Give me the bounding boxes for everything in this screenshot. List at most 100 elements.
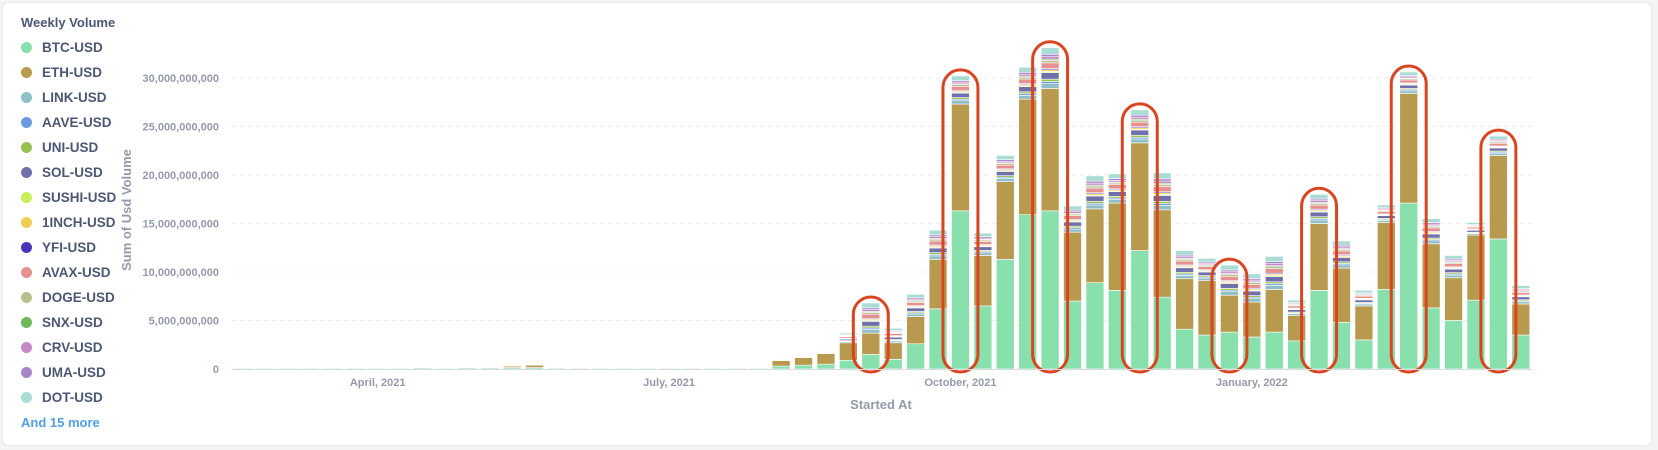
legend-item-yfi-usd[interactable]: YFI-USD <box>21 235 141 260</box>
legend-item-crv-usd[interactable]: CRV-USD <box>21 335 141 360</box>
bar-segment-dot-usd <box>1197 258 1217 263</box>
bar-segment-btc <box>1040 210 1060 370</box>
bar-segment-btc <box>1444 320 1463 370</box>
bar-segment-sol-usd <box>1444 268 1463 273</box>
legend-item-avax-usd[interactable]: AVAX-USD <box>21 260 141 285</box>
bar-week-19[interactable] <box>659 367 679 370</box>
x-tick-label: April, 2021 <box>350 377 406 389</box>
legend-item-sol-usd[interactable]: SOL-USD <box>21 160 141 185</box>
legend-label: UNI-USD <box>42 140 99 155</box>
bar-segment-dot-usd <box>592 367 612 369</box>
y-tick-label: 20,000,000,000 <box>143 170 219 182</box>
legend-item-eth-usd[interactable]: ETH-USD <box>21 60 141 85</box>
bar-week-8[interactable] <box>413 366 432 370</box>
bar-segment-dot-usd <box>704 367 724 369</box>
legend-item-uni-usd[interactable]: UNI-USD <box>21 135 141 160</box>
bar-week-28[interactable] <box>861 302 881 370</box>
bar-week-44[interactable] <box>1220 264 1239 370</box>
bar-week-15[interactable] <box>570 367 589 370</box>
bar-segment-dot-usd <box>1466 222 1486 225</box>
legend-item-uma-usd[interactable]: UMA-USD <box>21 360 141 385</box>
legend-dot <box>21 292 32 303</box>
y-tick-label: 0 <box>213 364 219 376</box>
bar-segment-dot-usd <box>839 332 858 335</box>
legend-items: BTC-USD ETH-USD LINK-USD AAVE-USD UNI-USD SOL… <box>21 35 141 410</box>
bar-week-18[interactable] <box>637 366 656 370</box>
bar-segment-dot-usd <box>413 366 432 368</box>
bar-week-46[interactable] <box>1264 256 1284 370</box>
bar-week-45[interactable] <box>1242 273 1262 370</box>
bar-week-30[interactable] <box>906 293 925 370</box>
bar-week-6[interactable] <box>368 367 387 370</box>
bar-week-12[interactable] <box>502 364 522 370</box>
bar-week-50[interactable] <box>1354 290 1374 370</box>
legend-item-aave-usd[interactable]: AAVE-USD <box>21 110 141 135</box>
bar-week-11[interactable] <box>480 366 500 370</box>
legend: Weekly Volume BTC-USD ETH-USD LINK-USD AAVE… <box>21 15 141 430</box>
bar-segment-dot-usd <box>435 367 455 369</box>
bar-week-20[interactable] <box>682 367 701 370</box>
legend-item-sushi-usd[interactable]: SUSHI-USD <box>21 185 141 210</box>
legend-item-snx-usd[interactable]: SNX-USD <box>21 310 141 335</box>
bar-segment-eth <box>1040 88 1060 212</box>
bar-segment-dot-usd <box>233 367 253 369</box>
bar-week-23[interactable] <box>749 366 768 370</box>
bar-week-5[interactable] <box>346 367 365 370</box>
bar-segment-dot-usd <box>1242 273 1262 279</box>
legend-dot <box>21 217 32 228</box>
bar-week-13[interactable] <box>525 363 544 370</box>
bar-segment-dot-usd <box>525 363 544 365</box>
bar-week-16[interactable] <box>592 367 612 370</box>
legend-item-btc-usd[interactable]: BTC-USD <box>21 35 141 60</box>
bar-week-56[interactable] <box>1489 135 1508 370</box>
legend-label: LINK-USD <box>42 90 107 105</box>
bar-week-42[interactable] <box>1175 250 1194 370</box>
bar-week-52[interactable] <box>1399 71 1418 370</box>
bar-week-40[interactable] <box>1130 109 1150 370</box>
bar-week-34[interactable] <box>996 155 1015 370</box>
bar-segment-link-usd <box>906 313 925 317</box>
legend-label: UMA-USD <box>42 365 106 380</box>
bar-week-38[interactable] <box>1085 175 1105 370</box>
bar-week-14[interactable] <box>547 366 567 370</box>
bar-segment-link-usd <box>1175 275 1194 280</box>
legend-item-dot-usd[interactable]: DOT-USD <box>21 385 141 410</box>
bar-week-10[interactable] <box>458 366 477 370</box>
legend-item-link-usd[interactable]: LINK-USD <box>21 85 141 110</box>
bar-week-26[interactable] <box>816 349 836 370</box>
bar-week-32[interactable] <box>951 75 970 370</box>
bar-week-22[interactable] <box>727 367 746 370</box>
bar-segment-dot-usd <box>1220 264 1239 271</box>
bar-segment-btc <box>1130 250 1150 370</box>
bar-segment-eth <box>1130 142 1150 251</box>
bar-week-48[interactable] <box>1309 194 1329 370</box>
legend-label: DOT-USD <box>42 390 103 405</box>
legend-item-1inch-usd[interactable]: 1INCH-USD <box>21 210 141 235</box>
bar-segment-dot-usd <box>928 229 948 236</box>
bar-week-9[interactable] <box>435 367 455 370</box>
legend-dot <box>21 92 32 103</box>
bar-segment-uni-usd <box>1040 78 1060 82</box>
bar-week-7[interactable] <box>390 367 410 370</box>
legend-dot <box>21 317 32 328</box>
bar-segment-link-usd <box>1220 291 1239 296</box>
bar-week-3[interactable] <box>301 367 320 370</box>
bar-segment-sol-usd <box>1220 283 1239 289</box>
bar-week-54[interactable] <box>1444 255 1463 370</box>
bar-week-4[interactable] <box>323 367 343 370</box>
bar-segment-dot-usd <box>323 367 343 369</box>
legend-item-doge-usd[interactable]: DOGE-USD <box>21 285 141 310</box>
bar-segment-avax-usd <box>1444 263 1463 268</box>
bar-week-17[interactable] <box>614 367 634 370</box>
legend-more-link[interactable]: And 15 more <box>21 415 100 430</box>
bar-week-24[interactable] <box>771 358 791 370</box>
bar-week-0[interactable] <box>233 367 253 370</box>
bar-week-2[interactable] <box>278 367 298 370</box>
bar-segment-sol-usd <box>1130 129 1150 136</box>
bar-week-36[interactable] <box>1040 47 1060 370</box>
bar-segment-link-usd <box>1040 83 1060 89</box>
bar-week-1[interactable] <box>256 367 275 370</box>
bar-week-21[interactable] <box>704 367 724 370</box>
bar-week-25[interactable] <box>794 354 813 370</box>
highlight-oval <box>1210 257 1249 374</box>
